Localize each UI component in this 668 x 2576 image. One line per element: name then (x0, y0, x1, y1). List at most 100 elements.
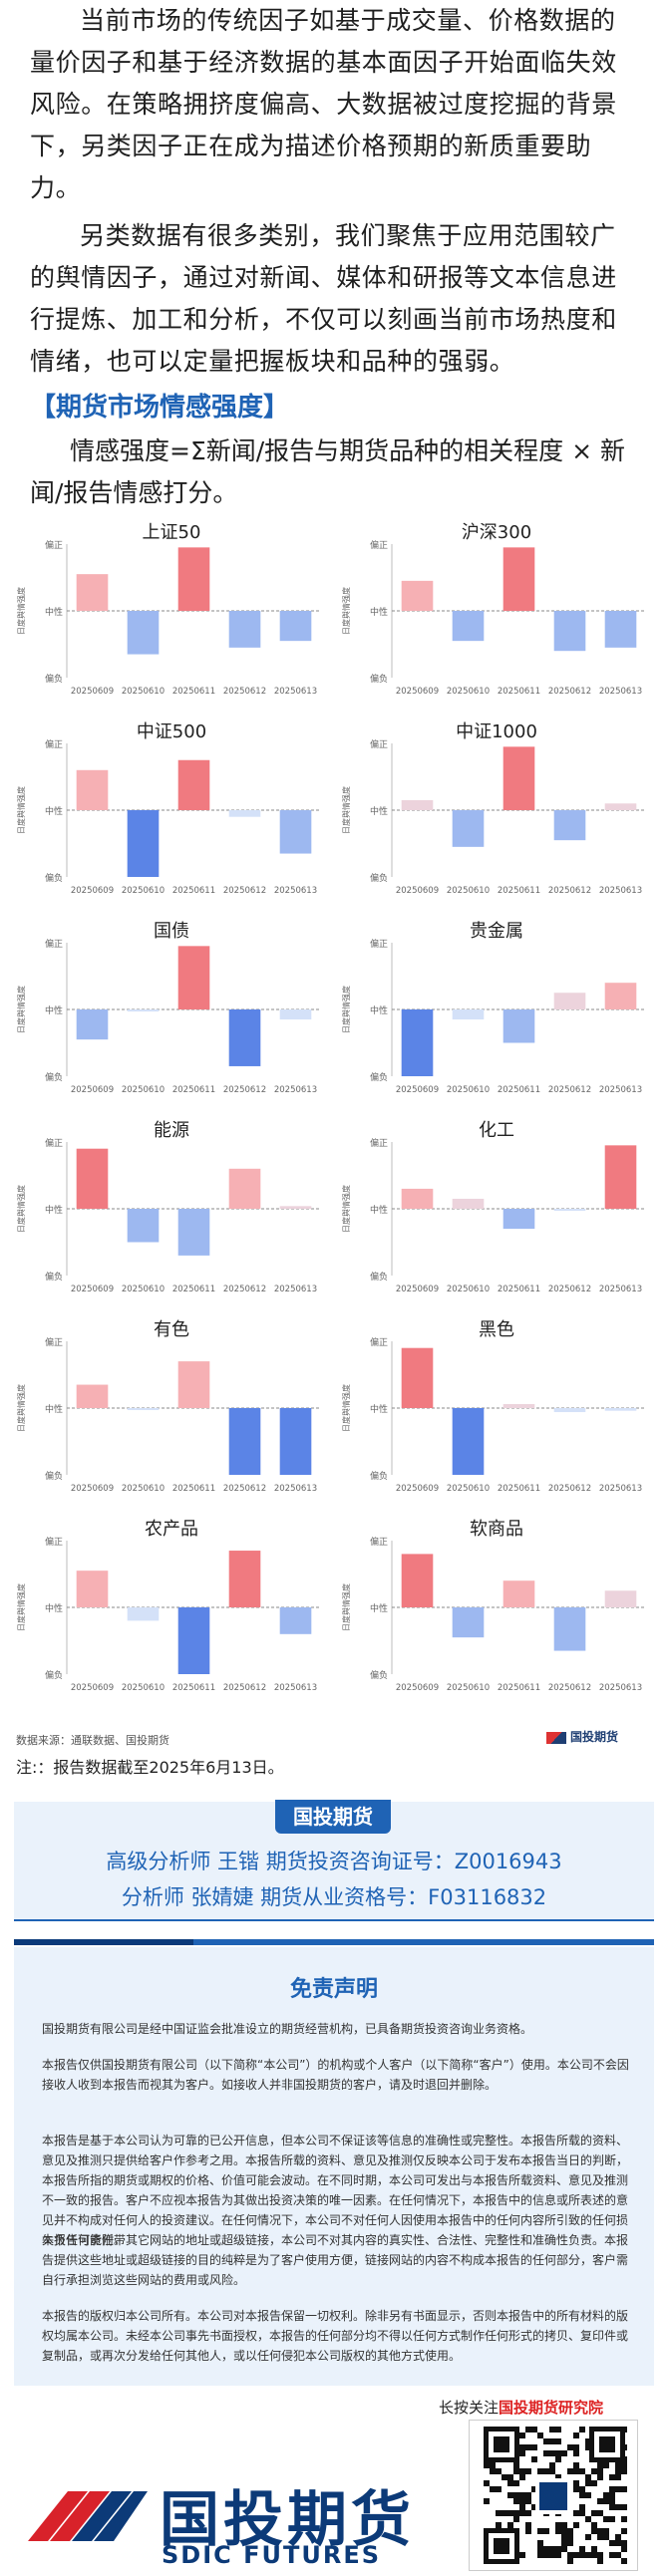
y-tick-label: 中性 (45, 606, 63, 618)
x-tick-label: 20250611 (498, 1085, 540, 1095)
x-tick-label: 20250609 (396, 1683, 439, 1693)
x-tick-label: 20250612 (223, 1683, 266, 1693)
x-tick-label: 20250611 (172, 1085, 215, 1095)
chart-title: 化工 (479, 1120, 514, 1141)
y-tick-label: 中性 (370, 1602, 388, 1614)
bar (502, 1403, 535, 1408)
x-tick-label: 20250612 (223, 687, 266, 697)
bar (279, 1009, 312, 1020)
x-tick-label: 20250613 (599, 1683, 642, 1693)
qr-code-icon[interactable] (469, 2420, 638, 2571)
x-tick-label: 20250612 (223, 1085, 266, 1095)
x-tick-label: 20250613 (599, 1484, 642, 1494)
y-tick-label: 偏正 (370, 1336, 388, 1348)
x-tick-label: 20250610 (447, 1683, 490, 1693)
x-tick-label: 20250609 (71, 1484, 114, 1494)
y-axis-label: 日度舆情强度 (341, 587, 351, 635)
x-tick-label: 20250613 (274, 886, 317, 896)
chart-title: 沪深300 (461, 522, 532, 543)
y-tick-label: 偏正 (45, 1137, 63, 1149)
bar (553, 1408, 586, 1413)
bar (76, 574, 109, 611)
logo-mark-icon (546, 1731, 566, 1744)
x-tick-label: 20250610 (122, 886, 165, 896)
bar (401, 1188, 434, 1209)
y-tick-label: 偏负 (370, 1669, 388, 1681)
chart-7: 能源 偏正 中性 偏负 日度舆情强度 20250609 20250610 20250611 20… (12, 1116, 331, 1315)
chart-title: 能源 (154, 1120, 189, 1141)
chart-title: 黑色 (479, 1319, 514, 1340)
x-tick-label: 20250610 (122, 1683, 165, 1693)
y-tick-label: 中性 (45, 1204, 63, 1216)
y-tick-label: 偏负 (370, 673, 388, 685)
bar (452, 1607, 485, 1638)
bar (401, 1347, 434, 1408)
chart-1: 上证50 偏正 中性 偏负 日度舆情强度 20250609 20250610 20250611… (12, 518, 331, 717)
x-tick-label: 20250613 (599, 1285, 642, 1294)
bar (553, 1607, 586, 1651)
chart-title: 贵金属 (470, 921, 523, 942)
chart-title: 中证500 (136, 721, 207, 742)
y-tick-label: 偏负 (45, 1271, 63, 1283)
x-tick-label: 20250611 (172, 886, 215, 896)
y-tick-label: 偏正 (45, 539, 63, 551)
chart-5: 国债 偏正 中性 偏负 日度舆情强度 20250609 20250610 20250611 20… (12, 917, 331, 1116)
bar (604, 983, 637, 1009)
x-tick-label: 20250611 (498, 1285, 540, 1294)
y-axis-label: 日度舆情强度 (341, 986, 351, 1033)
bar (502, 1209, 535, 1230)
x-tick-label: 20250609 (71, 1085, 114, 1095)
bar (127, 1408, 160, 1411)
bar (228, 611, 261, 648)
y-axis-label: 日度舆情强度 (341, 786, 351, 834)
bar (502, 1009, 535, 1043)
bar (279, 1607, 312, 1634)
chart-12: 软商品 偏正 中性 偏负 日度舆情强度 20250609 20250610 20250611 2… (337, 1515, 656, 1714)
bar (553, 810, 586, 841)
bar (127, 611, 160, 655)
x-tick-label: 20250613 (274, 1085, 317, 1095)
x-tick-label: 20250610 (447, 687, 490, 697)
bar (76, 1571, 109, 1607)
chart-title: 中证1000 (456, 721, 537, 742)
bar (452, 1009, 485, 1020)
data-source: 数据来源：通联数据、国投期货 (16, 1734, 169, 1747)
y-tick-label: 中性 (370, 805, 388, 817)
y-axis-label: 日度舆情强度 (341, 1384, 351, 1432)
y-axis-label: 日度舆情强度 (16, 986, 26, 1033)
chart-2: 沪深300 偏正 中性 偏负 日度舆情强度 20250609 20250610 2025061… (337, 518, 656, 717)
chart-title: 国债 (154, 921, 189, 942)
intro-paragraph-1: 当前市场的传统因子如基于成交量、价格数据的量价因子和基于经济数据的基本面因子开始… (30, 6, 617, 202)
bar (228, 1168, 261, 1209)
bar (279, 810, 312, 854)
y-tick-label: 偏负 (45, 1470, 63, 1482)
x-tick-label: 20250612 (548, 1484, 591, 1494)
bar (452, 611, 485, 642)
bar (553, 993, 586, 1009)
sentiment-chart-grid: 上证50 偏正 中性 偏负 日度舆情强度 20250609 20250610 20250611… (12, 518, 656, 1714)
bar (177, 1607, 210, 1674)
x-tick-label: 20250609 (396, 886, 439, 896)
x-tick-label: 20250612 (548, 886, 591, 896)
bar (604, 611, 637, 648)
bar (228, 1009, 261, 1066)
x-tick-label: 20250609 (71, 1683, 114, 1693)
disclaimer-box: 免责声明 国投期货有限公司是经中国证监会批准设立的期货经营机构，已具备期货投资咨… (14, 1947, 654, 2386)
bar (177, 946, 210, 1009)
chart-9: 有色 偏正 中性 偏负 日度舆情强度 20250609 20250610 20250611 20… (12, 1315, 331, 1515)
bar (452, 1408, 485, 1475)
bar (401, 1009, 434, 1076)
section-title: 【期货市场情感强度】 (30, 393, 290, 423)
disclaimer-paragraph: 本报告是基于本公司认为可靠的已公开信息，但本公司不保证该等信息的准确性或完整性。… (42, 2134, 629, 2247)
y-tick-label: 偏正 (370, 938, 388, 950)
y-tick-label: 中性 (370, 1204, 388, 1216)
disclaimer-paragraph: 本报告仅供国投期货有限公司（以下简称“本公司”）的机构或个人客户（以下简称“客户… (42, 2058, 629, 2092)
bar (127, 1607, 160, 1621)
x-tick-label: 20250611 (498, 1484, 540, 1494)
